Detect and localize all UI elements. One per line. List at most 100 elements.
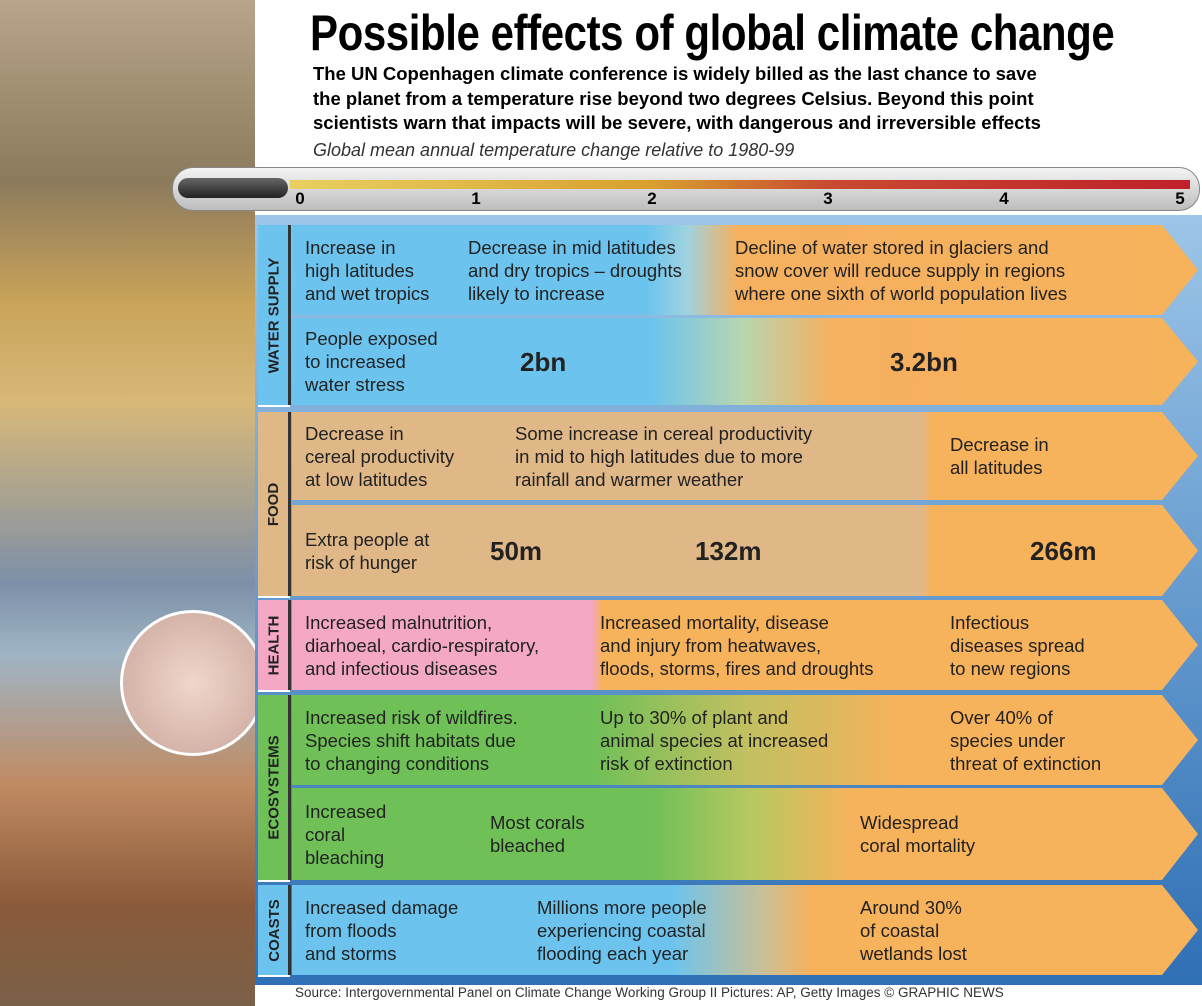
cell-text: Increased malnutrition, diarhoeal, cardio… <box>305 611 539 680</box>
row-band <box>292 505 1198 596</box>
scale-tick: 4 <box>999 189 1009 208</box>
cell-line: 132m <box>695 535 762 566</box>
cell-line: 266m <box>1030 535 1097 566</box>
cell-text: Widespread coral mortality <box>860 811 975 857</box>
section-name: FOOD <box>265 482 283 526</box>
cell-text: Decrease in mid latitudes and dry tropics… <box>468 236 682 305</box>
cell-line: threat of extinction <box>950 752 1102 774</box>
cell-line: to new regions <box>950 657 1071 679</box>
cell-text: Increased damage from floods and storms <box>305 896 458 965</box>
cell-line: 2bn <box>520 346 567 377</box>
cell-line: Increased malnutrition, <box>305 611 493 633</box>
cell-text: Most corals bleached <box>490 811 585 857</box>
cell-line: Extra people at <box>305 528 430 550</box>
section-label: FOOD <box>258 412 290 598</box>
cell-text: Increased mortality, disease and injury f… <box>600 611 874 680</box>
row-band <box>292 885 1198 975</box>
subtitle-line: The UN Copenhagen climate conference is … <box>313 63 1037 84</box>
cell-line: and wet tropics <box>305 282 430 304</box>
row-band <box>292 225 1198 315</box>
source: Source: Intergovernmental Panel on Clima… <box>295 985 1004 1000</box>
cell-line: Increased damage <box>305 896 459 918</box>
cell-text: Around 30% of coastal wetlands lost <box>860 896 967 965</box>
mosquito-inset <box>120 610 266 756</box>
scale-label: Global mean annual temperature change re… <box>313 140 795 160</box>
thermometer-bulb <box>178 178 288 198</box>
cell-line: and dry tropics – droughts <box>468 259 682 281</box>
cell-text: 132m <box>695 536 762 566</box>
scale-tick: 1 <box>471 189 481 208</box>
cell-line: and injury from heatwaves, <box>600 634 822 656</box>
cell-line: People exposed <box>305 328 438 349</box>
cell-line: Increase in <box>305 236 396 258</box>
cell-line: bleaching <box>305 846 385 868</box>
cell-line: Decrease in <box>950 434 1049 455</box>
thermometer-stripe <box>290 180 1190 189</box>
cell-line: all latitudes <box>950 457 1043 478</box>
cell-line: Up to 30% of plant and <box>600 706 789 728</box>
cell-line: bleached <box>490 835 566 856</box>
row-band <box>292 412 1198 500</box>
row-band <box>292 788 1198 880</box>
cell-text: Extra people at risk of hunger <box>305 528 429 574</box>
divider <box>288 225 291 405</box>
cell-text: People exposed to increased water stress <box>305 327 438 396</box>
cell-line: 50m <box>490 535 543 566</box>
section-label: ECOSYSTEMS <box>258 695 290 882</box>
cell-text: Decrease in all latitudes <box>950 433 1049 479</box>
divider <box>288 412 291 596</box>
cell-line: likely to increase <box>468 282 605 304</box>
cell-text: 266m <box>1030 536 1097 566</box>
cell-line: Some increase in cereal productivity <box>515 422 813 444</box>
cell-line: high latitudes <box>305 259 415 281</box>
section-name: WATER SUPPLY <box>265 257 283 373</box>
thermometer <box>172 167 1200 211</box>
photo-collage <box>0 0 255 1006</box>
cell-text: Millions more people experiencing coastal… <box>537 896 707 965</box>
divider <box>288 885 291 975</box>
cell-line: Increased mortality, disease <box>600 611 829 633</box>
cell-line: where one sixth of world population live… <box>735 282 1068 304</box>
scale-tick: 5 <box>1175 189 1185 208</box>
subtitle-line: scientists warn that impacts will be sev… <box>313 112 1041 133</box>
divider <box>288 600 291 690</box>
cell-line: and infectious diseases <box>305 657 498 679</box>
cell-line: species under <box>950 729 1066 751</box>
subtitle-line: the planet from a temperature rise beyon… <box>313 87 1034 109</box>
cell-line: in mid to high latitudes due to more <box>515 445 803 467</box>
cell-text: Increased coral bleaching <box>305 800 386 869</box>
cell-line: from floods <box>305 919 397 941</box>
cell-line: animal species at increased <box>600 729 829 751</box>
cell-line: risk of extinction <box>600 752 733 774</box>
cell-text: Increase in high latitudes and wet tropics <box>305 236 429 305</box>
cell-line: 3.2bn <box>890 346 958 377</box>
scale-tick: 3 <box>823 189 833 208</box>
section-label: WATER SUPPLY <box>258 225 290 407</box>
spacer <box>258 975 1202 976</box>
cell-line: diarhoeal, cardio-respiratory, <box>305 634 540 656</box>
cell-line: of coastal <box>860 919 940 941</box>
section-label: COASTS <box>258 885 290 977</box>
cell-line: to changing conditions <box>305 752 490 774</box>
title: Possible effects of global climate chang… <box>310 5 1115 61</box>
cell-text: Infectious diseases spread to new regions <box>950 611 1085 680</box>
cell-line: rainfall and warmer weather <box>515 468 744 490</box>
cell-text: Increased risk of wildfires. Species shif… <box>305 706 518 775</box>
cell-line: at low latitudes <box>305 468 428 490</box>
cell-text: Some increase in cereal productivity in m… <box>515 422 812 491</box>
cell-line: cereal productivity <box>305 445 455 467</box>
cell-text: 2bn <box>520 347 566 377</box>
cell-line: diseases spread <box>950 634 1085 656</box>
cell-line: Most corals <box>490 812 585 833</box>
row-band <box>292 318 1198 405</box>
cell-line: to increased <box>305 351 406 372</box>
cell-line: Increased <box>305 800 387 822</box>
cell-line: flooding each year <box>537 942 689 964</box>
cell-line: Over 40% of <box>950 706 1053 728</box>
row-band <box>292 600 1198 690</box>
cell-line: Increased risk of wildfires. <box>305 706 518 728</box>
cell-text: 3.2bn <box>890 347 958 377</box>
cell-line: Infectious <box>950 611 1030 633</box>
cell-text: Decrease in cereal productivity at low lat… <box>305 422 454 491</box>
